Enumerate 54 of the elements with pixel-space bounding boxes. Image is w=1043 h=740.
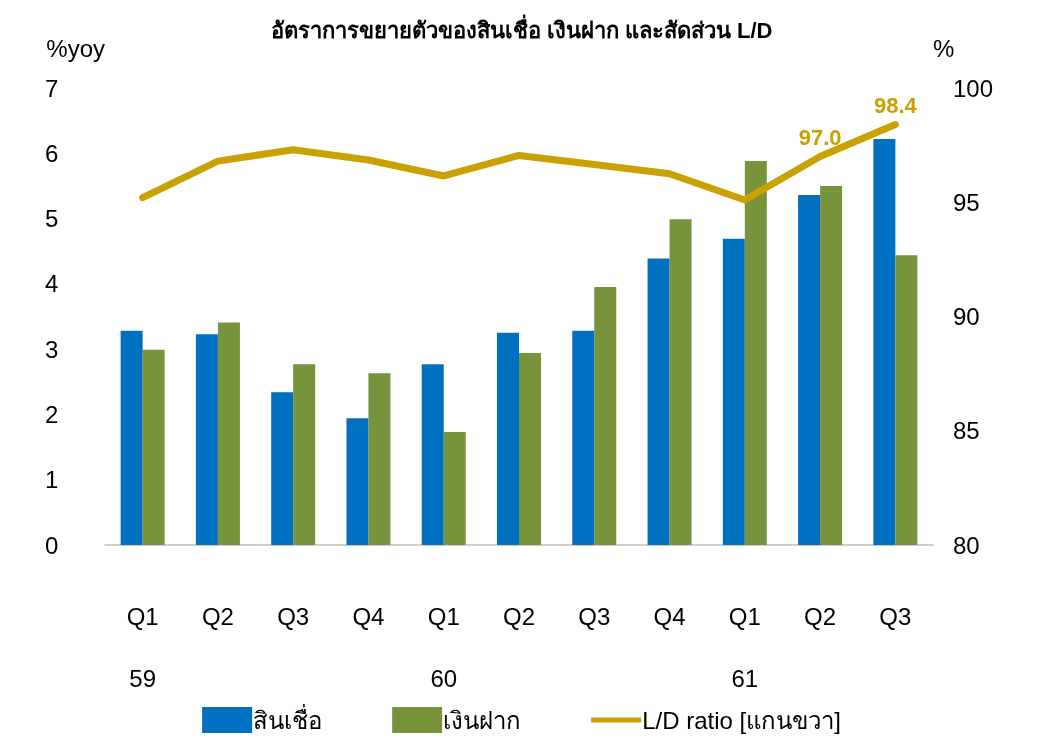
y2-axis-title: %: [933, 34, 955, 62]
y2-tick-label: 85: [953, 417, 980, 445]
data-label: 98.4: [873, 93, 918, 119]
y-tick-label: 0: [45, 531, 59, 559]
x-tick-label: Q3: [879, 602, 912, 630]
bar: [142, 349, 165, 545]
y-tick-label: 2: [45, 400, 59, 428]
y-tick-label: 7: [45, 74, 59, 102]
y2-tick-label: 95: [953, 188, 980, 216]
bar: [368, 373, 391, 545]
legend-label: สินเชื่อ: [253, 703, 323, 734]
x-tick-label: Q2: [201, 602, 234, 630]
bar: [873, 138, 896, 545]
x-tick-label: Q2: [502, 602, 536, 630]
bar: [346, 418, 369, 545]
bar: [744, 161, 767, 545]
category-label: Q1 60: [427, 602, 460, 692]
y2-tick-label: 80: [953, 531, 980, 559]
data-label: 97.0: [798, 125, 842, 151]
category-label: Q1 59: [126, 602, 159, 692]
bar: [217, 322, 240, 545]
category-label: Q1 61: [728, 602, 761, 692]
bar: [293, 364, 316, 545]
legend-label: L/D ratio [แกนขวา]: [642, 706, 841, 734]
bar: [820, 185, 843, 545]
bar: [120, 330, 143, 545]
bar: [195, 334, 218, 545]
y-tick-label: 6: [45, 139, 59, 167]
bar: [647, 258, 670, 545]
y-axis-title: %yoy: [46, 34, 105, 62]
bar: [594, 287, 617, 545]
y-tick-label: 5: [45, 205, 59, 233]
y2-tick-label: 90: [953, 303, 980, 330]
bar: [722, 238, 745, 545]
bar: [443, 432, 466, 545]
y-tick-label: 1: [45, 466, 59, 494]
bar: [519, 353, 541, 545]
bar: [669, 219, 692, 545]
chart-title: อัตราการขยายตัวของสินเชื่อ เงินฝาก และสัดส่วน L/D: [270, 13, 773, 43]
x-tick-label: Q4: [653, 602, 686, 630]
y2-tick-label: 100: [953, 74, 994, 102]
legend-label: เงินฝาก: [443, 706, 522, 734]
x-tick-label: Q4: [352, 602, 385, 630]
bar: [895, 255, 918, 545]
bar: [798, 195, 821, 545]
x-tick-label: Q3: [578, 602, 611, 630]
y-tick-label: 3: [45, 335, 59, 363]
x-tick-label: Q2: [804, 602, 837, 630]
x-tick-label: Q3: [277, 602, 310, 630]
bar: [421, 364, 444, 545]
bar: [497, 332, 519, 545]
y-tick-label: 4: [45, 270, 59, 298]
bar: [271, 392, 294, 545]
bar: [572, 330, 595, 545]
